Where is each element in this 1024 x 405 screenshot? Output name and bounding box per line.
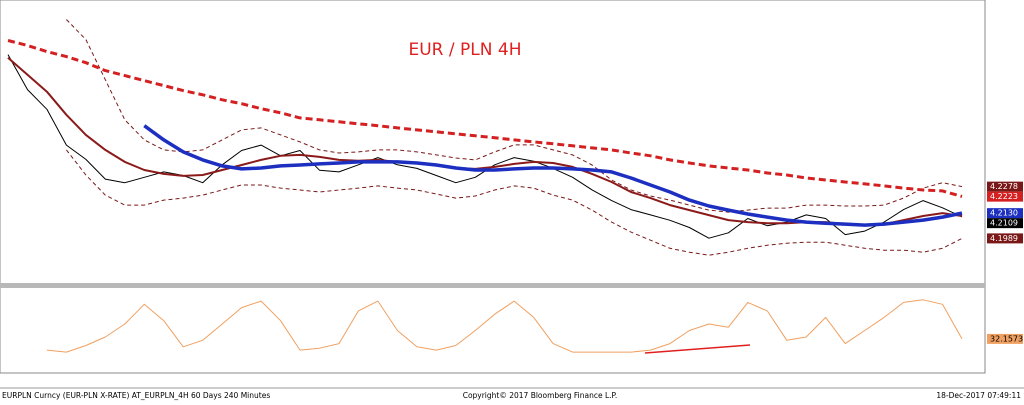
panel-separator bbox=[0, 283, 985, 288]
series-line bbox=[66, 149, 963, 256]
footer-center: Copyright© 2017 Bloomberg Finance L.P. bbox=[463, 391, 618, 400]
end-label-box bbox=[987, 333, 1023, 344]
end-label: 4.2223 bbox=[990, 192, 1018, 201]
chart-title: EUR / PLN 4H bbox=[409, 40, 522, 60]
series-line bbox=[143, 124, 963, 227]
end-label: 4.2109 bbox=[990, 219, 1018, 228]
end-label: 32.1573 bbox=[990, 334, 1023, 343]
end-label-box bbox=[987, 181, 1023, 192]
footer-right: 18-Dec-2017 07:49:11 bbox=[936, 391, 1021, 400]
footer-left: EURPLN Curncy (EUR-PLN X-RATE) AT_EURPLN… bbox=[2, 391, 270, 400]
plot-frame bbox=[0, 0, 986, 374]
series-line bbox=[66, 19, 963, 213]
end-label-box bbox=[987, 218, 1023, 229]
series-line bbox=[7, 39, 963, 198]
marks-layer bbox=[7, 19, 963, 353]
end-label: 4.2278 bbox=[990, 182, 1018, 191]
end-label: 4.1989 bbox=[990, 234, 1018, 243]
end-label-box bbox=[987, 233, 1023, 244]
end-label-box bbox=[987, 208, 1023, 219]
series-line bbox=[46, 299, 963, 353]
trend-annotation bbox=[644, 344, 751, 354]
end-label: 4.2130 bbox=[990, 209, 1018, 218]
end-label-box bbox=[987, 191, 1023, 202]
